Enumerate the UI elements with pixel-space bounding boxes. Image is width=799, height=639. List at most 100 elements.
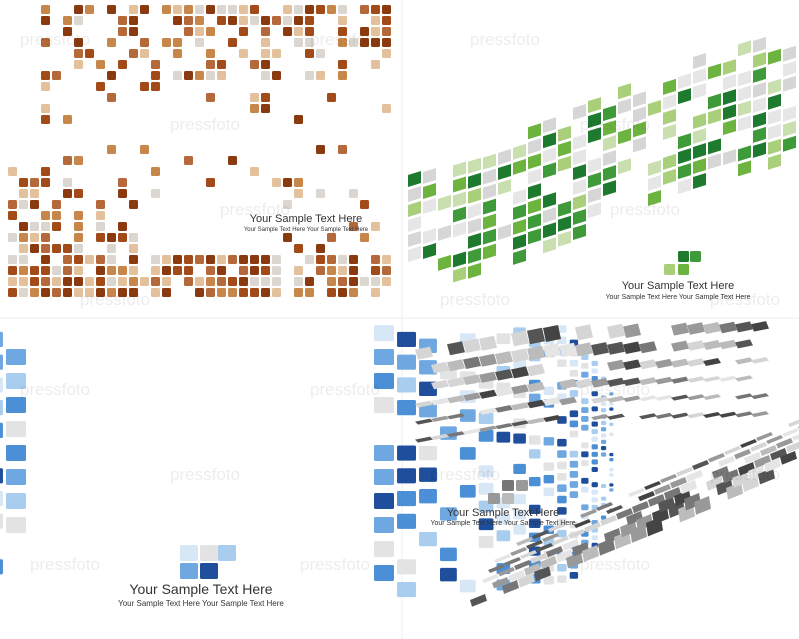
tile [431, 361, 449, 374]
tile [581, 477, 589, 484]
tile [652, 507, 669, 525]
tile [766, 435, 783, 444]
watermark: pressfoto [580, 115, 650, 134]
tile [734, 449, 751, 460]
tile [96, 233, 105, 242]
tile [305, 38, 314, 47]
tile [349, 38, 358, 47]
tile [217, 266, 226, 275]
tile [374, 349, 394, 365]
tile [371, 5, 380, 14]
tile [6, 469, 26, 485]
tile [41, 277, 50, 286]
tile [431, 433, 449, 440]
tile [581, 486, 589, 493]
tile [591, 429, 598, 435]
tile [217, 255, 226, 264]
tile [748, 465, 765, 480]
tile [6, 397, 26, 413]
tile [217, 71, 226, 80]
tile [573, 224, 586, 241]
tile [453, 251, 466, 268]
tile [8, 233, 17, 242]
tile [239, 266, 248, 275]
tile [609, 483, 614, 487]
tile [382, 16, 391, 25]
tile [609, 473, 614, 477]
tile [129, 288, 138, 297]
tile [74, 49, 83, 58]
tile [600, 483, 607, 489]
tile [382, 5, 391, 14]
tile [600, 446, 607, 451]
tile [568, 529, 585, 539]
tile [382, 255, 391, 264]
tile [703, 322, 721, 334]
tile [513, 233, 526, 250]
tile [528, 183, 541, 200]
tile [588, 127, 601, 144]
tile [513, 494, 526, 505]
tile [513, 203, 526, 220]
tile [431, 379, 449, 390]
tile [768, 78, 781, 95]
tile [750, 442, 767, 452]
tile [483, 213, 496, 230]
tile [397, 377, 416, 393]
tile [459, 579, 476, 593]
tile [107, 93, 116, 102]
tile [478, 536, 494, 548]
tile [374, 445, 394, 461]
tile [722, 469, 739, 484]
tile [618, 128, 631, 145]
tile [6, 373, 26, 389]
tile [687, 394, 705, 401]
tile [195, 277, 204, 286]
tile [502, 480, 514, 491]
tile [30, 244, 39, 253]
tile [530, 553, 547, 564]
tile [52, 266, 61, 275]
tile [151, 288, 160, 297]
tile [532, 530, 549, 539]
tile [8, 200, 17, 209]
tile [107, 244, 116, 253]
tile [558, 215, 571, 232]
tile [751, 411, 769, 418]
tile [542, 533, 559, 542]
tile [528, 228, 541, 245]
tile [184, 266, 193, 275]
tile [453, 191, 466, 208]
tile [478, 412, 494, 425]
tile [0, 513, 3, 529]
tile [498, 148, 511, 165]
tile [316, 71, 325, 80]
tile [588, 97, 601, 114]
tile [753, 111, 766, 128]
tile [374, 325, 394, 341]
tile [316, 5, 325, 14]
tile [494, 554, 511, 563]
panel-title: Your Sample Text Here [447, 507, 560, 519]
tile [239, 5, 248, 14]
watermark: pressfoto [170, 465, 240, 484]
tile [712, 466, 729, 479]
tile [513, 143, 526, 160]
watermark: pressfoto [580, 555, 650, 574]
tile [591, 467, 598, 473]
tile [272, 255, 281, 264]
tile [609, 392, 614, 396]
tile [338, 71, 347, 80]
tile [708, 63, 721, 80]
tile [41, 255, 50, 264]
tile [723, 74, 736, 91]
tile [382, 49, 391, 58]
tile [338, 60, 347, 69]
tile [479, 425, 497, 432]
tile [228, 277, 237, 286]
tile [382, 277, 391, 286]
tile [96, 288, 105, 297]
tile [41, 16, 50, 25]
tile [151, 266, 160, 275]
